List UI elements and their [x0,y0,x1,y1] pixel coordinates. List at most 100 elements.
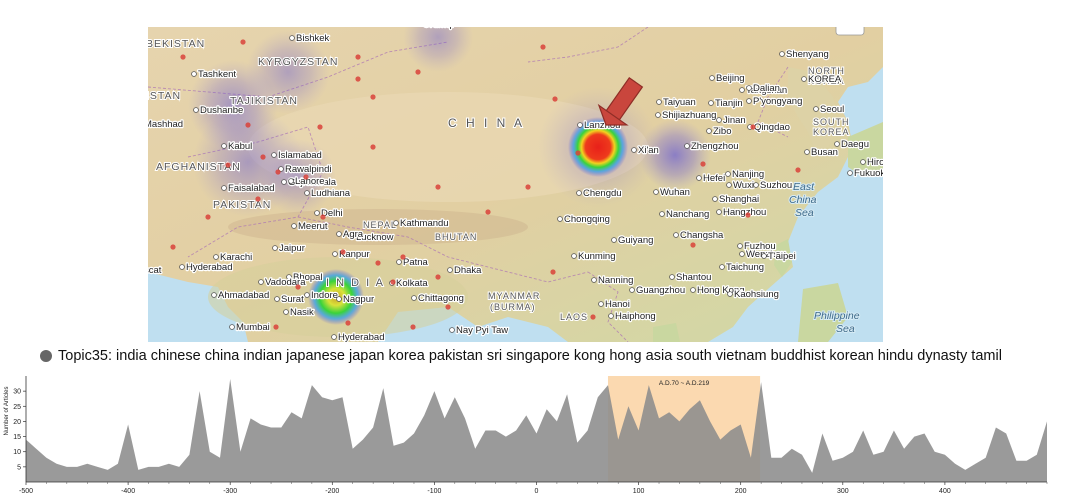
city-marker-nanning[interactable] [591,277,597,283]
event-dot[interactable] [575,150,581,156]
city-marker-karachi[interactable] [213,254,219,260]
event-dot[interactable] [205,214,211,220]
event-dot[interactable] [435,184,441,190]
event-dot[interactable] [485,209,491,215]
city-marker-ludhiana[interactable] [304,190,310,196]
city-marker-shanghai[interactable] [712,196,718,202]
city-marker-tangshan[interactable] [739,87,745,93]
city-marker-nasik[interactable] [283,309,289,315]
map-control-box[interactable] [835,27,865,36]
city-marker-changsha[interactable] [673,232,679,238]
city-marker-islamabad[interactable] [271,152,277,158]
event-dot[interactable] [590,314,596,320]
city-marker-hyderabad-in[interactable] [331,334,337,340]
event-dot[interactable] [375,260,381,266]
event-dot[interactable] [180,54,186,60]
city-marker-patna[interactable] [396,259,402,265]
city-marker-haiphong[interactable] [608,313,614,319]
event-dot[interactable] [355,54,361,60]
event-dot[interactable] [525,184,531,190]
event-dot[interactable] [170,244,176,250]
city-marker-seoul[interactable] [813,106,819,112]
city-marker-hangzhou[interactable] [716,209,722,215]
event-dot[interactable] [355,76,361,82]
city-marker-nanchang[interactable] [659,211,665,217]
event-dot[interactable] [273,324,279,330]
city-marker-kabul[interactable] [221,143,227,149]
event-dot[interactable] [745,212,751,218]
event-dot[interactable] [690,242,696,248]
event-dot[interactable] [400,254,406,260]
event-dot[interactable] [260,154,266,160]
event-dot[interactable] [245,122,251,128]
event-dot[interactable] [317,124,323,130]
event-dot[interactable] [700,161,706,167]
city-marker-jaipur[interactable] [272,245,278,251]
event-dot[interactable] [540,44,546,50]
event-dot[interactable] [410,324,416,330]
event-dot[interactable] [340,249,346,255]
city-marker-mumbai[interactable] [229,324,235,330]
city-marker-guangzhou[interactable] [629,287,635,293]
city-marker-meerut[interactable] [291,223,297,229]
city-marker-bishkek[interactable] [289,35,295,41]
city-marker-gujranwala[interactable] [281,179,287,185]
city-marker-wenzhou[interactable] [739,251,745,257]
event-dot[interactable] [303,174,309,180]
event-dot[interactable] [240,39,246,45]
city-marker-lucknow[interactable] [349,234,355,240]
event-dot[interactable] [550,269,556,275]
event-dot[interactable] [390,279,396,285]
city-marker-lahore[interactable] [288,178,294,184]
city-marker-taiyuan[interactable] [656,99,662,105]
articles-area-chart[interactable]: A.D.70 ~ A.D.219 -500 -400 -300 -200 -100 0 10… [0,372,1067,499]
city-marker-hyderabad-pk[interactable] [179,264,185,270]
event-dot[interactable] [415,69,421,75]
city-marker-fuzhou[interactable] [737,243,743,249]
city-marker-bhopal[interactable] [286,274,292,280]
city-marker-wuxi[interactable] [726,182,732,188]
city-marker-taipei[interactable] [761,253,767,259]
event-dot[interactable] [225,162,231,168]
event-dot[interactable] [750,124,756,130]
city-marker-suzhou[interactable] [753,182,759,188]
city-marker-tianjin[interactable] [708,100,714,106]
city-marker-chengdu[interactable] [576,190,582,196]
city-marker-lanzhou[interactable] [577,122,583,128]
city-marker-indore[interactable] [304,292,310,298]
event-dot[interactable] [795,167,801,173]
city-marker-hiroshima[interactable] [860,159,866,165]
city-marker-kunming[interactable] [571,253,577,259]
city-marker-jinan[interactable] [716,117,722,123]
event-dot[interactable] [320,214,326,220]
city-marker-zhengzhou[interactable] [684,143,690,149]
city-marker-dalian[interactable] [746,85,752,91]
city-marker-tashkent[interactable] [191,71,197,77]
city-marker-daegu[interactable] [834,141,840,147]
area-series[interactable] [26,379,1047,482]
city-marker-nanjing[interactable] [725,171,731,177]
city-marker-agra[interactable] [336,231,342,237]
city-marker-vadodara[interactable] [258,279,264,285]
event-dot[interactable] [445,304,451,310]
city-marker-wuhan[interactable] [653,189,659,195]
heatmap-map[interactable]: BEKISTAN KYRGYZSTAN TAJIKISTAN AFGHANIST… [148,27,883,342]
event-dot[interactable] [345,320,351,326]
city-marker-busan[interactable] [804,149,810,155]
event-dot[interactable] [275,169,281,175]
event-dot[interactable] [370,94,376,100]
city-marker-pyongyang[interactable] [746,98,752,104]
city-marker-chittagong[interactable] [411,295,417,301]
city-marker-surat[interactable] [274,296,280,302]
city-marker-fukuoka[interactable] [847,170,853,176]
city-marker-hanoi[interactable] [598,301,604,307]
event-dot[interactable] [552,96,558,102]
city-marker-xian[interactable] [631,147,637,153]
city-marker-taichung[interactable] [719,264,725,270]
city-marker-faisalabad[interactable] [221,185,227,191]
city-marker-shenyang[interactable] [779,51,785,57]
event-dot[interactable] [255,196,261,202]
city-marker-delhi[interactable] [314,210,320,216]
event-dot[interactable] [295,284,301,290]
event-dot[interactable] [370,144,376,150]
